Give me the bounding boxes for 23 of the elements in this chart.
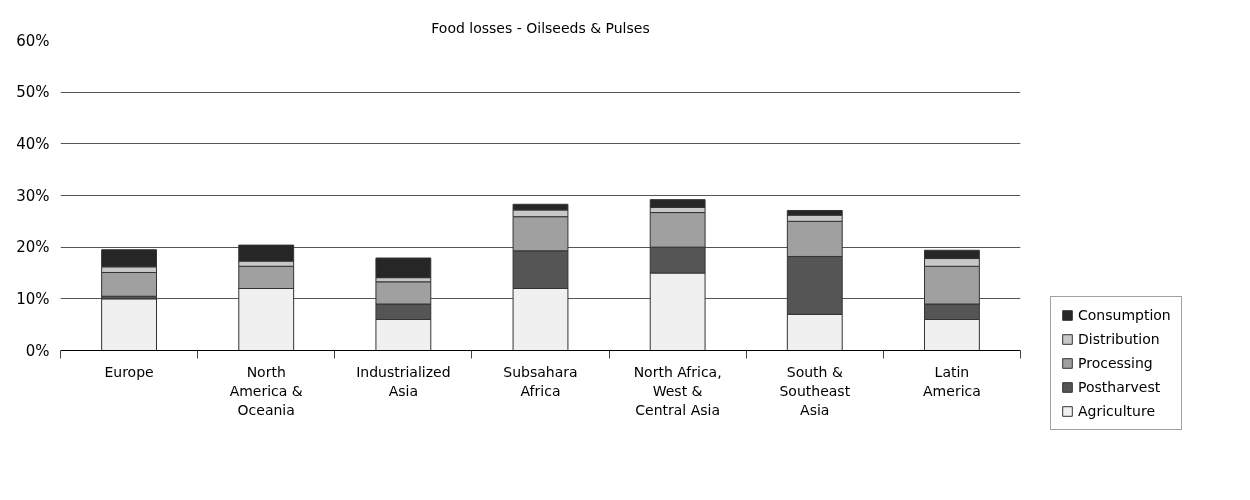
legend-label: Agriculture <box>1078 403 1155 419</box>
x-tick-label: Industrialized Asia <box>356 363 451 399</box>
y-tick-label: 0% <box>25 341 50 360</box>
bar <box>101 271 157 297</box>
legend-label: Distribution <box>1078 331 1160 347</box>
x-tick-label: North Africa, West & Central Asia <box>633 363 722 418</box>
y-tick-label: 40% <box>16 134 50 153</box>
y-tick-label: 30% <box>16 186 50 205</box>
bar <box>101 298 157 351</box>
y-tick-label: 10% <box>16 289 50 308</box>
legend-label: Postharvest <box>1078 379 1161 395</box>
x-tick-label: Europe <box>104 363 154 380</box>
x-tick-label: Subsahara Africa <box>503 363 578 399</box>
x-tick-label: North America & Oceania <box>229 363 303 418</box>
legend-label: Consumption <box>1078 307 1171 323</box>
bar <box>375 257 432 279</box>
y-tick-label: 20% <box>16 238 50 257</box>
x-tick-label: Latin America <box>923 363 981 399</box>
y-tick-label: 50% <box>16 83 50 102</box>
y-tick-label: 60% <box>16 31 50 50</box>
chart-title: Food losses - Oilseeds & Pulses <box>431 19 650 36</box>
legend-label: Processing <box>1078 355 1153 371</box>
x-tick-label: South & Southeast Asia <box>779 363 851 418</box>
